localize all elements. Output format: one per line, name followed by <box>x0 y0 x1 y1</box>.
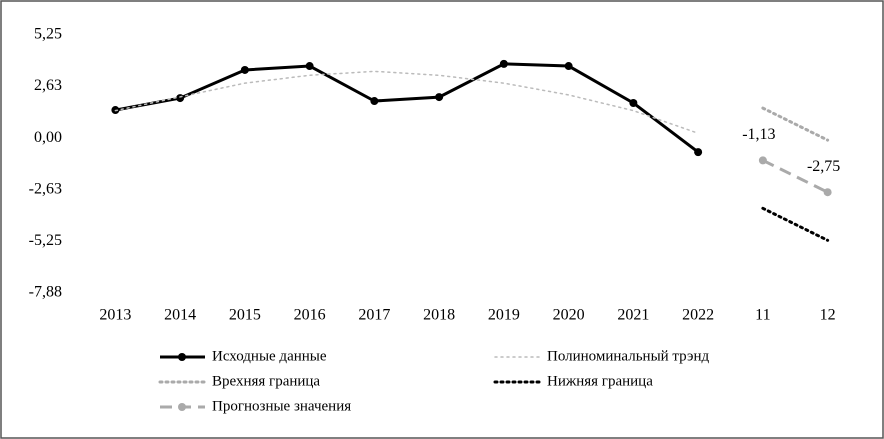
y-tick-label: -2,63 <box>29 181 62 198</box>
point <box>176 94 185 103</box>
legend-label: Полиноминальный трэнд <box>547 348 710 364</box>
x-tick-label: 11 <box>755 307 770 324</box>
legend-label: Прогнозные значения <box>212 398 351 414</box>
series-line <box>761 206 830 242</box>
series-line <box>761 106 830 142</box>
point <box>240 65 249 74</box>
y-tick-label: -5,25 <box>29 232 62 249</box>
legend-label: Нижняя граница <box>547 373 653 389</box>
x-tick-label: 2016 <box>294 307 326 324</box>
x-tick-label: 2017 <box>358 307 390 324</box>
point <box>499 59 508 68</box>
x-tick-label: 2022 <box>682 307 714 324</box>
series-line <box>115 62 700 154</box>
series-line <box>762 159 829 194</box>
legend-label: Исходные данные <box>212 348 327 364</box>
x-tick-label: 2020 <box>553 307 585 324</box>
y-tick-label: 2,63 <box>34 77 62 94</box>
x-tick-label: 2019 <box>488 307 520 324</box>
y-tick-label: -7,88 <box>29 284 62 301</box>
series-line <box>114 70 699 134</box>
x-tick-label: 2018 <box>423 307 455 324</box>
x-tick-label: 2013 <box>99 307 131 324</box>
point <box>629 98 638 107</box>
x-tick-label: 2015 <box>229 307 261 324</box>
point <box>823 188 832 197</box>
y-tick-label: 5,25 <box>34 26 62 43</box>
point <box>758 156 767 165</box>
x-tick-label: 12 <box>820 307 836 324</box>
x-tick-label: 2021 <box>617 307 649 324</box>
point <box>694 148 703 157</box>
data-label: -1,13 <box>742 126 775 143</box>
data-label: -2,75 <box>807 158 840 175</box>
point <box>564 62 573 71</box>
point <box>305 62 314 71</box>
point <box>370 97 379 106</box>
legend-marker <box>178 353 186 361</box>
x-tick-label: 2014 <box>164 307 196 324</box>
point <box>435 93 444 102</box>
legend-label: Врехняя граница <box>212 373 320 389</box>
legend-marker <box>178 403 186 411</box>
y-tick-label: 0,00 <box>34 129 62 146</box>
